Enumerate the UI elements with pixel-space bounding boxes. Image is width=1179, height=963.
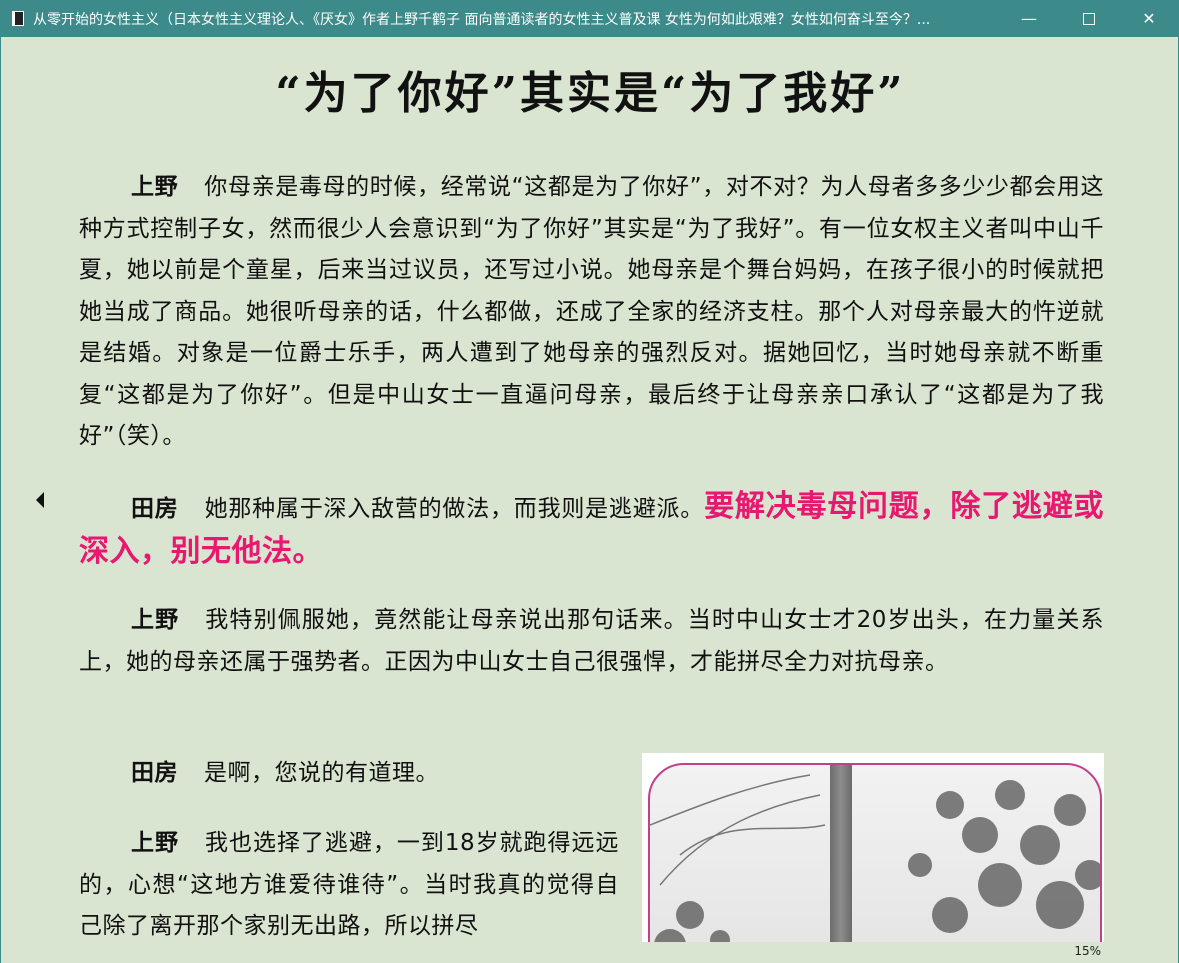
paragraph-3: 上野 我特别佩服她，竟然能让母亲说出那句话来。当时中山女士才20岁出头，在力量关系… [79,600,1104,683]
minimize-button[interactable]: — [1000,0,1058,37]
chapter-title: “为了你好”其实是“为了我好” [275,68,906,119]
paragraph-4: 田房 是啊，您说的有道理。 [79,753,619,795]
speaker-name: 上野 [131,607,180,633]
window-titlebar[interactable]: 从零开始的女性主义（日本女性主义理论人、《厌女》作者上野千鹤子 面向普通读者的女… [0,0,1179,37]
maximize-button[interactable] [1060,0,1118,37]
foliage-drawing [650,774,1100,942]
speaker-name: 上野 [131,174,179,200]
speaker-name: 田房 [131,760,178,786]
speaker-name: 上野 [131,830,179,856]
highlighted-text: 要解决毒母问题，除了逃避或深入，别无他法。 [79,489,1105,569]
paragraph-1: 上野 你母亲是毒母的时候，经常说“这都是为了你好”，对不对？为人母者多多少少都会用… [79,167,1104,458]
minimize-icon: — [1021,9,1037,28]
paragraph-text: 我特别佩服她，竟然能让母亲说出那句话来。当时中山女士才20岁出头，在力量关系上，… [79,607,1104,675]
close-icon: ✕ [1142,9,1156,28]
book-icon [12,11,24,26]
paragraph-text: 她那种属于深入敌营的做法，而我则是逃避派。 [204,496,705,522]
maximize-icon [1083,12,1095,25]
paragraph-text: 我也选择了逃避，一到18岁就跑得远远的，心想“这地方谁爱待谁待”。当时我真的觉得… [79,830,619,939]
close-button[interactable]: ✕ [1120,0,1178,37]
prev-page-icon[interactable] [36,492,44,508]
paragraph-text: 你母亲是毒母的时候，经常说“这都是为了你好”，对不对？为人母者多多少少都会用这种… [79,174,1105,449]
paragraph-text: 是啊，您说的有道理。 [204,760,439,786]
paragraph-2: 田房 她那种属于深入敌营的做法，而我则是逃避派。要解决毒母问题，除了逃避或深入，别… [79,486,1104,575]
paragraph-5: 上野 我也选择了逃避，一到18岁就跑得远远的，心想“这地方谁爱待谁待”。当时我真的… [79,823,619,948]
speaker-name: 田房 [131,496,179,522]
illustration-image [642,753,1104,942]
window-title: 从零开始的女性主义（日本女性主义理论人、《厌女》作者上野千鹤子 面向普通读者的女… [33,11,931,28]
reading-progress: 15% [1074,944,1101,958]
image-pole [830,765,852,942]
image-frame [648,763,1102,942]
reader-page[interactable]: “为了你好”其实是“为了我好” 上野 你母亲是毒母的时候，经常说“这都是为了你好”… [0,37,1179,963]
